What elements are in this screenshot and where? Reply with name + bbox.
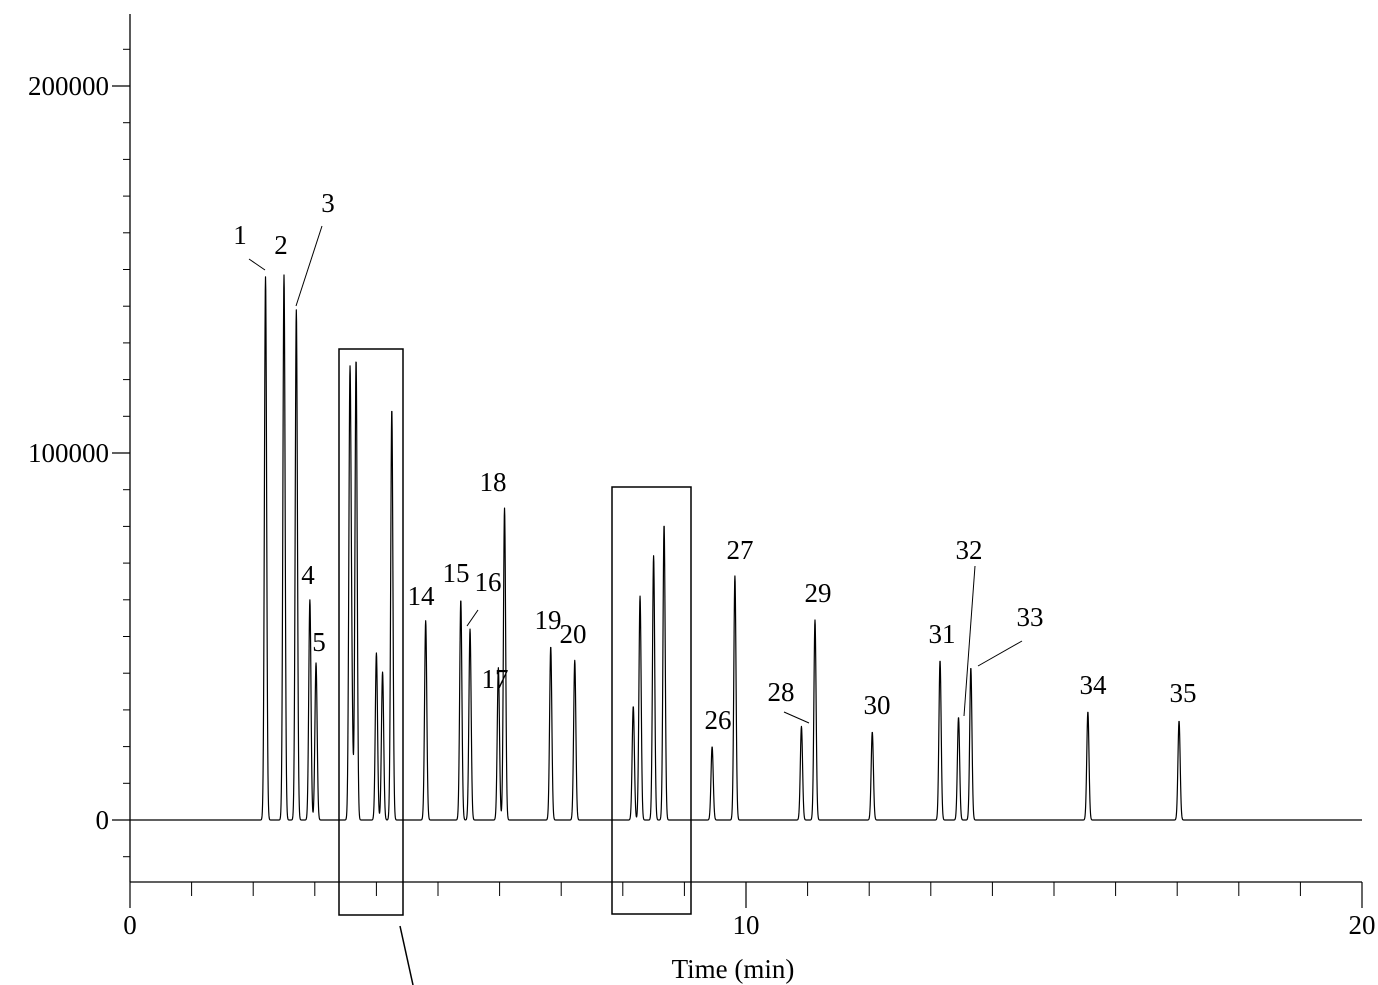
x-tick-labels: 0 10 20 (123, 910, 1375, 940)
y-tick-label: 100000 (28, 438, 109, 468)
peak-label: 3 (321, 188, 335, 218)
y-tick-label: 0 (96, 805, 110, 835)
peak-label-leader (248, 258, 266, 271)
peak-label: 28 (768, 677, 795, 707)
x-major-ticks (129, 882, 1363, 908)
peak-label: 5 (312, 627, 326, 657)
zoom-box-right (611, 486, 692, 915)
peak-label: 30 (864, 690, 891, 720)
peak-label: 14 (408, 581, 436, 611)
peak-label: 16 (475, 567, 502, 597)
zoom-boxes (338, 348, 692, 985)
peak-label-leader (963, 565, 976, 717)
y-major-ticks (112, 85, 130, 821)
peak-label: 35 (1170, 678, 1197, 708)
y-tick-label: 200000 (28, 71, 109, 101)
x-tick-label: 0 (123, 910, 137, 940)
peak-label: 17 (482, 664, 509, 694)
peak-label: 31 (929, 619, 956, 649)
zoom-box-left (338, 348, 404, 916)
peak-label: 19 (535, 605, 562, 635)
peak-label: 1 (233, 220, 247, 250)
peak-label: 20 (560, 619, 587, 649)
peak-label: 26 (705, 705, 732, 735)
peak-label-leader (466, 609, 479, 627)
peak-label-leader (783, 711, 810, 724)
y-minor-ticks (123, 48, 130, 858)
x-tick-label: 20 (1349, 910, 1376, 940)
peak-label: 29 (805, 578, 832, 608)
peak-label: 4 (301, 560, 315, 590)
y-tick-labels: 0 100000 200000 (28, 71, 109, 835)
peak-label: 32 (956, 535, 983, 565)
x-axis-title: Time (min) (672, 954, 795, 984)
peak-label-leader (977, 640, 1023, 667)
chromatogram-trace (129, 274, 1363, 821)
peak-label-leader (295, 225, 323, 307)
peak-label: 15 (443, 558, 470, 588)
x-minor-ticks (191, 882, 1301, 896)
peak-label: 33 (1017, 602, 1044, 632)
zoom-box-left-pointer (399, 925, 414, 985)
peak-label: 34 (1080, 670, 1108, 700)
peak-label: 27 (727, 535, 754, 565)
peak-label: 18 (480, 467, 507, 497)
peak-label: 2 (274, 230, 288, 260)
axes: 0 100000 200000 0 10 20 Time (min) (28, 14, 1376, 984)
x-tick-label: 10 (733, 910, 760, 940)
